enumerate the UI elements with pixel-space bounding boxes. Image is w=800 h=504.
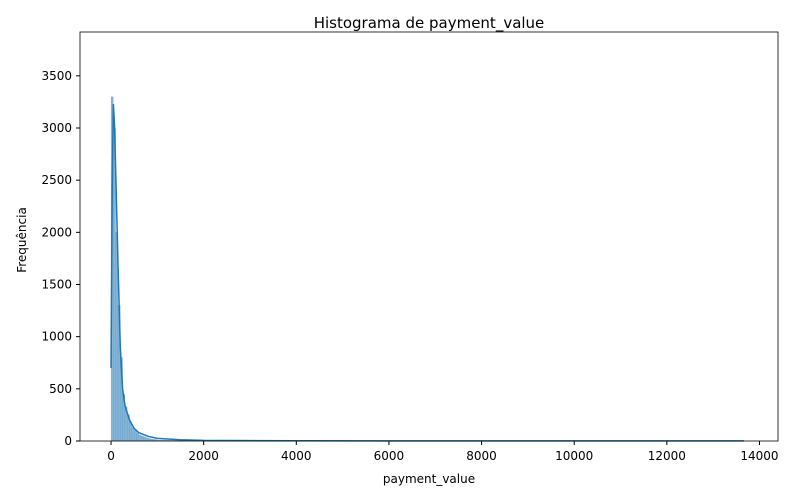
x-tick-label: 12000 — [648, 449, 686, 463]
y-tick-label: 3500 — [41, 69, 72, 83]
x-tick-label: 4000 — [281, 449, 312, 463]
plot-frame — [80, 32, 778, 441]
y-tick-label: 2000 — [41, 225, 72, 239]
y-tick-label: 0 — [64, 434, 72, 448]
chart-title: Histograma de payment_value — [314, 14, 545, 33]
x-tick-label: 6000 — [374, 449, 405, 463]
y-axis-label: Frequência — [15, 207, 29, 273]
x-tick-label: 0 — [107, 449, 115, 463]
bar — [139, 435, 141, 441]
x-tick-label: 10000 — [555, 449, 593, 463]
x-tick-label: 14000 — [740, 449, 778, 463]
y-tick-label: 1000 — [41, 330, 72, 344]
bar — [146, 438, 148, 441]
y-tick-label: 2500 — [41, 173, 72, 187]
y-tick-label: 500 — [49, 382, 72, 396]
kde-line — [111, 104, 744, 441]
bar — [137, 433, 139, 441]
x-axis-label: payment_value — [383, 472, 475, 486]
bar — [132, 427, 134, 441]
y-tick-label: 3000 — [41, 121, 72, 135]
x-tick-label: 8000 — [466, 449, 497, 463]
bar — [143, 437, 145, 441]
x-tick-label: 2000 — [188, 449, 219, 463]
bar — [134, 431, 136, 441]
bar — [141, 436, 143, 441]
y-tick-label: 1500 — [41, 277, 72, 291]
